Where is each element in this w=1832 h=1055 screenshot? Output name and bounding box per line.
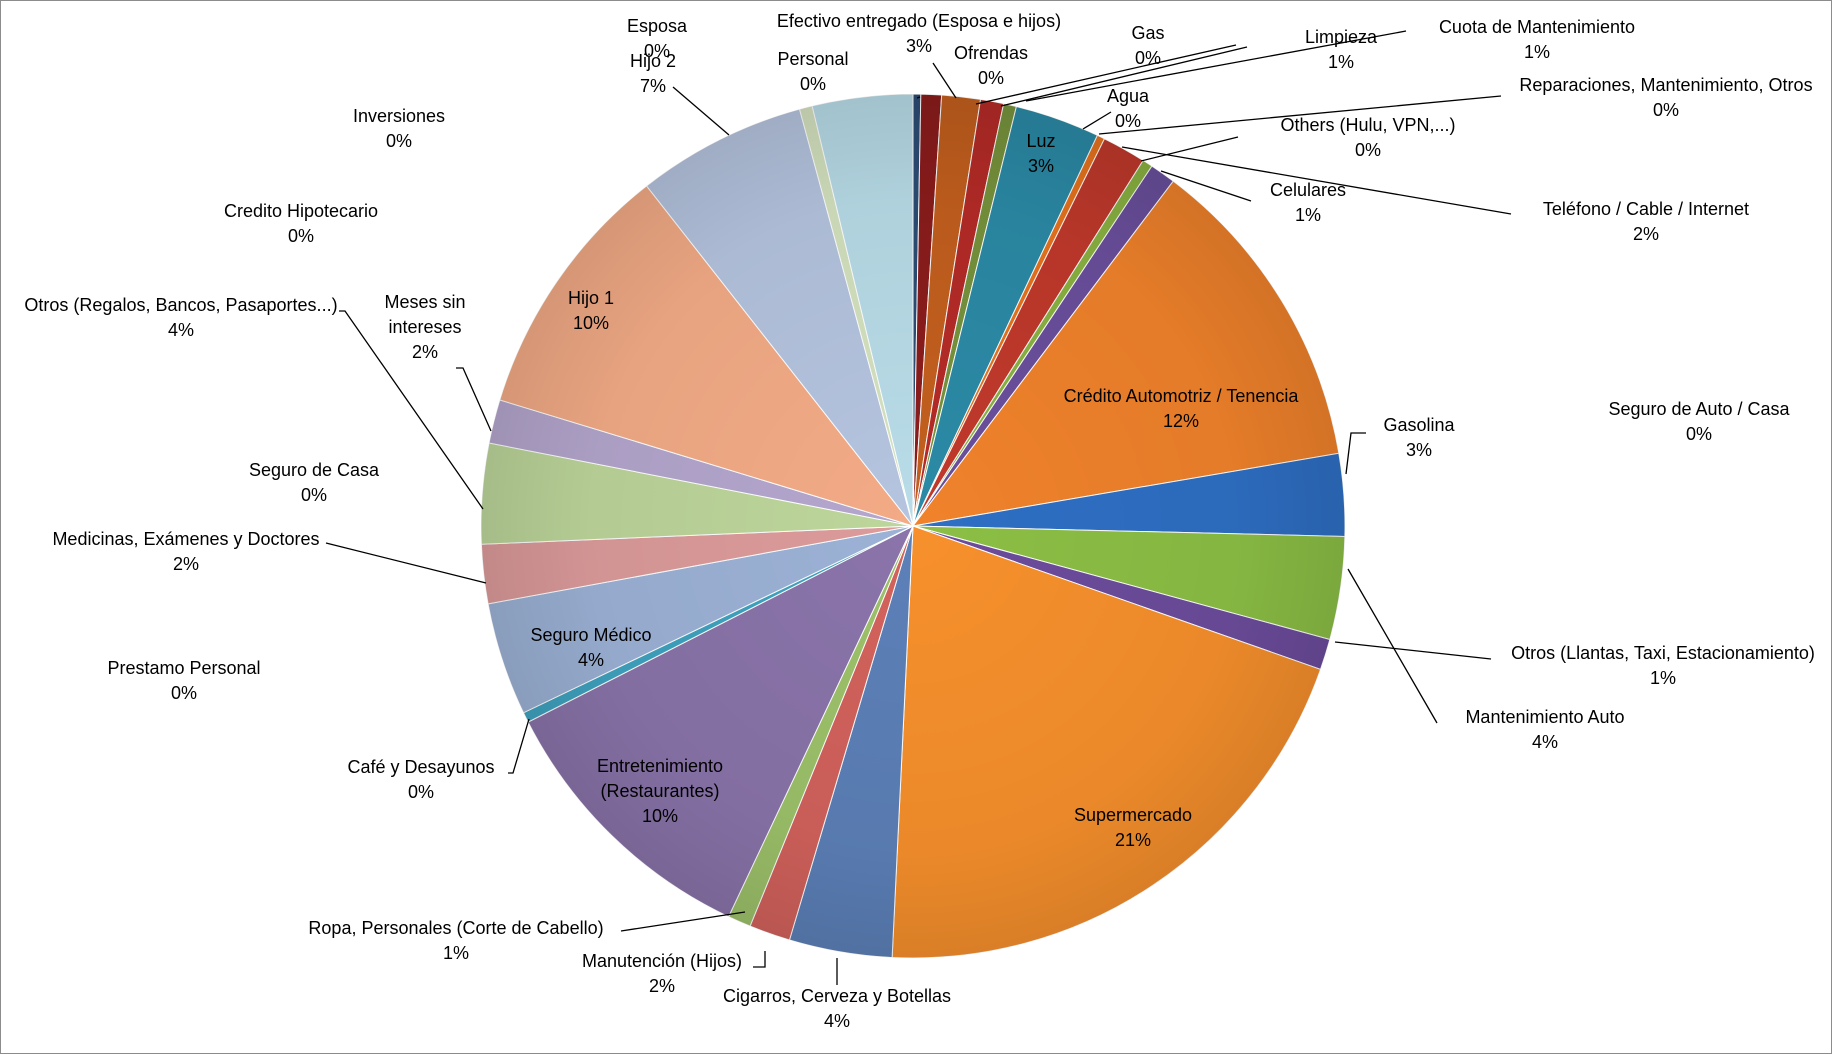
data-label-celulares-10: Celulares 1% — [1270, 180, 1346, 225]
data-label-cigarros-cerveza-y-botellas-17: Cigarros, Cerveza y Botellas 4% — [723, 986, 951, 1031]
data-label-ofrendas-1: Ofrendas 0% — [954, 43, 1028, 88]
data-label-mantenimiento-auto-14: Mantenimiento Auto 4% — [1465, 707, 1624, 752]
data-label-efectivo-entregado-esposa-e-hijos-0: Efectivo entregado (Esposa e hijos) 3% — [777, 11, 1061, 56]
leader-line-hijo-2-31 — [672, 86, 730, 136]
data-label-seguro-de-casa-25: Seguro de Casa 0% — [249, 460, 380, 505]
data-label-hijo-1-29: Hijo 1 10% — [568, 288, 614, 333]
data-label-hijo-2-31: Hijo 2 7% — [630, 51, 676, 96]
data-label-credito-hipotecario-28: Credito Hipotecario 0% — [224, 201, 378, 246]
data-label-meses-sin-intereses-27: Meses sin intereses 2% — [384, 292, 465, 362]
leader-line-reparaciones-mantenimiento-otros-7 — [1098, 95, 1502, 135]
leader-line-ropa-personales-corte-de-cabello-19 — [620, 911, 746, 932]
leader-line-celulares-10 — [1160, 170, 1252, 202]
data-label-inversiones-30: Inversiones 0% — [353, 106, 445, 151]
data-label-prestamo-personal-22: Prestamo Personal 0% — [107, 658, 260, 703]
leader-line-gasolina-13 — [1345, 432, 1366, 475]
data-label-esposa-32: Esposa 0% — [627, 16, 688, 61]
leader-line-mantenimiento-auto-14 — [1347, 568, 1438, 724]
leader-line-efectivo-entregado-esposa-e-hijos-0 — [916, 96, 921, 99]
data-label-telefono-cable-internet-8: Teléfono / Cable / Internet 2% — [1543, 199, 1749, 244]
data-label-others-hulu-vpn-9: Others (Hulu, VPN,...) 0% — [1280, 115, 1455, 160]
data-label-gas-2: Gas 0% — [1131, 23, 1164, 68]
leader-line-limpieza-3 — [1000, 46, 1248, 107]
data-label-medicinas-examenes-y-doctores-24: Medicinas, Exámenes y Doctores 2% — [52, 529, 319, 574]
leader-line-otros-llantas-taxi-estacionamiento-15 — [1334, 641, 1492, 660]
leader-line-ofrendas-1 — [932, 62, 957, 99]
data-label-seguro-medico-23: Seguro Médico 4% — [530, 625, 651, 670]
data-label-manutencion-hijos-18: Manutención (Hijos) 2% — [582, 951, 742, 996]
data-label-entretenimiento-restaurantes-20: Entretenimiento (Restaurantes) 10% — [597, 756, 723, 826]
data-label-personal-33: Personal 0% — [777, 49, 848, 94]
data-label-otros-regalos-bancos-pasaportes-26: Otros (Regalos, Bancos, Pasaportes...) 4% — [24, 295, 337, 340]
data-label-credito-automotriz-tenencia-11: Crédito Automotriz / Tenencia 12% — [1064, 386, 1300, 431]
data-label-agua-6: Agua 0% — [1107, 86, 1150, 131]
data-label-limpieza-3: Limpieza 1% — [1305, 27, 1378, 72]
data-label-luz-5: Luz 3% — [1026, 131, 1055, 176]
leader-line-seguro-medico-23 — [325, 542, 487, 584]
data-label-ropa-personales-corte-de-cabello-19: Ropa, Personales (Corte de Cabello) 1% — [308, 918, 603, 963]
data-label-reparaciones-mantenimiento-otros-7: Reparaciones, Mantenimiento, Otros 0% — [1519, 75, 1812, 120]
leader-line-meses-sin-intereses-27 — [456, 367, 492, 432]
data-label-supermercado-16: Supermercado 21% — [1074, 805, 1192, 850]
leader-line-gas-2 — [975, 44, 1237, 105]
leader-line-telefono-cable-internet-8 — [1121, 146, 1512, 215]
data-label-cuota-de-mantenimiento-4: Cuota de Mantenimiento 1% — [1439, 17, 1635, 62]
leader-line-agua-6 — [1082, 111, 1112, 130]
data-label-otros-llantas-taxi-estacionamiento-15: Otros (Llantas, Taxi, Estacionamiento) 1% — [1511, 643, 1815, 688]
leader-line-others-hulu-vpn-9 — [1140, 136, 1239, 162]
leader-line-otros-regalos-bancos-pasaportes-26 — [339, 310, 484, 510]
leader-line-manutencion-hijos-18 — [753, 951, 766, 968]
data-label-gasolina-13: Gasolina 3% — [1383, 415, 1455, 460]
leader-line-cafe-y-desayunos-21 — [508, 718, 530, 774]
leader-line-cuota-de-mantenimiento-4 — [1025, 30, 1407, 102]
data-label-cafe-y-desayunos-21: Café y Desayunos 0% — [347, 757, 494, 802]
data-label-seguro-de-auto-casa-12: Seguro de Auto / Casa 0% — [1608, 399, 1790, 444]
